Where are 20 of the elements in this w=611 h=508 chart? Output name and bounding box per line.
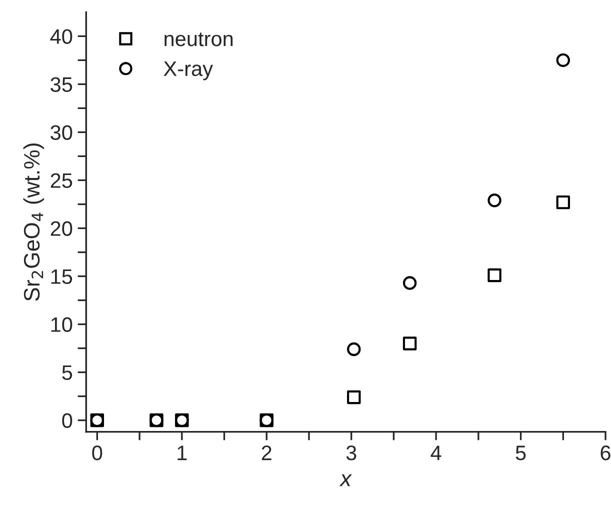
- x-tick-label: 4: [430, 446, 442, 460]
- x-tick-label: 2: [262, 446, 272, 460]
- x-tick-label: 0: [92, 446, 102, 460]
- y-tick-label: 40: [50, 29, 72, 44]
- x-tick-label: 5: [516, 446, 526, 460]
- y-tick-label: 10: [51, 317, 72, 332]
- x-axis-title: x: [339, 474, 352, 486]
- y-tick-label: 35: [50, 77, 72, 92]
- x-tick-label: 6: [600, 446, 610, 460]
- y-axis-title: Sr$_{2}$GeO$_{4}$ (wt.%): [23, 144, 44, 301]
- y-tick-label: 30: [50, 125, 72, 140]
- x-tick-label: 1: [178, 446, 187, 460]
- y-tick-label: 15: [51, 269, 72, 284]
- y-tick-label: 0: [62, 413, 72, 428]
- x-tick-label: 3: [346, 446, 356, 460]
- legend-label: neutron: [164, 32, 233, 46]
- y-tick-label: 25: [50, 173, 72, 188]
- y-tick-label: 20: [50, 221, 72, 236]
- y-tick-label: 5: [62, 365, 72, 380]
- legend-label: X-ray: [164, 62, 213, 80]
